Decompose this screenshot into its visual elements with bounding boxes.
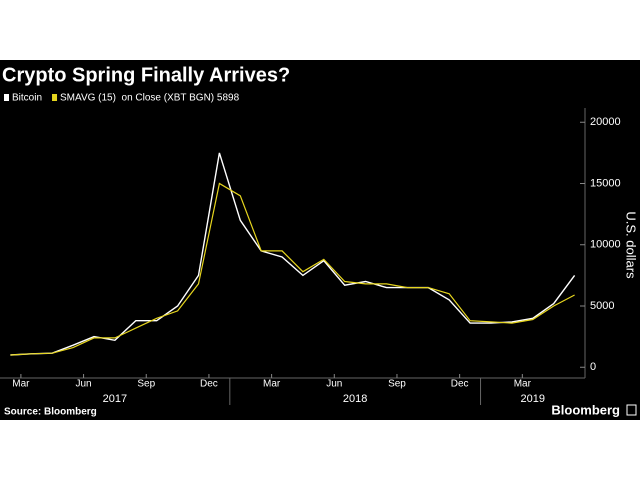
chart-title: Crypto Spring Finally Arrives? <box>2 64 290 86</box>
brand-icon <box>626 404 637 416</box>
source: Source: Bloomberg <box>4 407 97 418</box>
x-tick-label: Jun <box>326 379 342 390</box>
series-line <box>10 182 575 356</box>
y-tick-label: 5000 <box>590 300 614 312</box>
x-tick-label: Mar <box>514 379 532 390</box>
legend-label: Bitcoin <box>12 93 42 104</box>
x-tick-label: Mar <box>12 379 30 390</box>
y-tick-label: 15000 <box>590 177 621 189</box>
x-tick-label: Dec <box>451 379 469 390</box>
x-tick-label: Sep <box>388 379 406 390</box>
brand: Bloomberg <box>551 402 620 417</box>
y-axis-label: U.S. dollars <box>624 211 639 279</box>
x-tick-label: Jun <box>76 379 92 390</box>
panel <box>0 60 640 420</box>
x-tick-label: Sep <box>137 379 155 390</box>
y-tick-label: 10000 <box>590 239 621 251</box>
x-tick-label: Mar <box>263 379 281 390</box>
year-label: 2017 <box>103 393 127 405</box>
x-tick-label: Dec <box>200 379 218 390</box>
legend-swatch <box>4 94 9 101</box>
legend-label: SMAVG (15) on Close (XBT BGN) 5898 <box>60 93 240 104</box>
legend-swatch <box>52 94 58 101</box>
year-label: 2018 <box>343 393 367 405</box>
year-label: 2019 <box>521 393 545 405</box>
y-tick-label: 20000 <box>590 116 621 128</box>
y-tick-label: 0 <box>590 361 596 373</box>
